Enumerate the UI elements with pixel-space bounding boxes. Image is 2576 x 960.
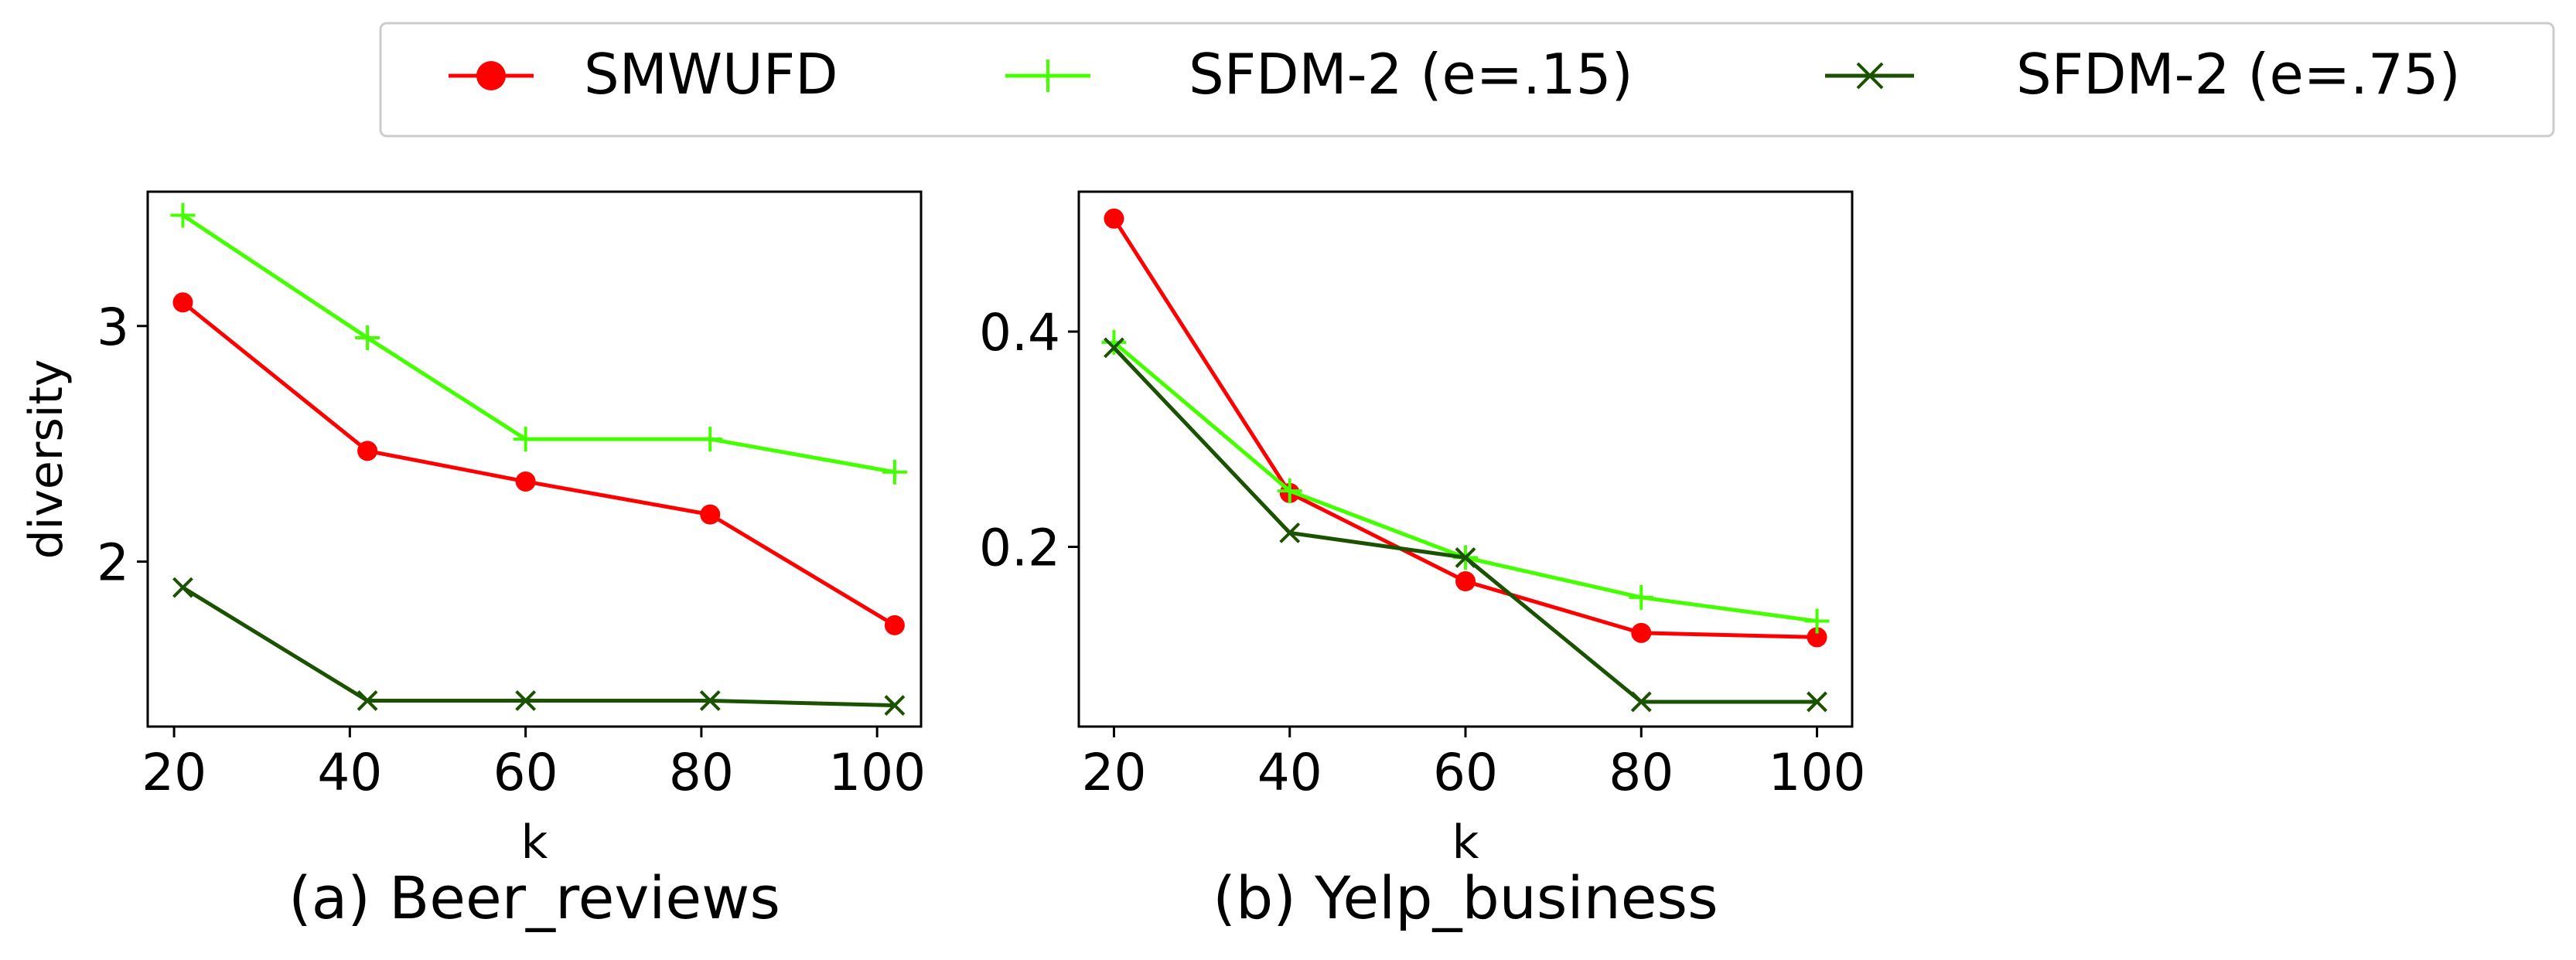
y-tick-label: 3 [97, 298, 129, 357]
data-point-smwufd [172, 292, 193, 313]
x-tick-label: 60 [493, 743, 558, 802]
panel-a-title: (a) Beer_reviews [288, 863, 780, 932]
legend-circle-marker [476, 61, 506, 90]
data-point-smwufd [700, 504, 721, 525]
legend-frame [379, 22, 2555, 138]
data-point-sfdm-2-e-75 [357, 690, 378, 711]
panel-a-xlabel: k [521, 815, 548, 870]
data-point-sfdm-2-e-75 [1455, 546, 1476, 568]
legend-entry-smwufd: SMWUFD [449, 42, 838, 107]
legend-label-sfdm2-e075: SFDM-2 (e=.75) [2016, 42, 2461, 107]
x-tick-label: 80 [1609, 743, 1674, 802]
data-point-sfdm-2-e-15 [170, 203, 196, 228]
data-point-smwufd [1104, 208, 1124, 229]
y-tick-label: 0.4 [979, 303, 1060, 363]
series-line-smwufd [181, 301, 896, 628]
panel-b-axes-frame [1077, 190, 1854, 728]
data-point-sfdm-2-e-75 [1279, 522, 1301, 543]
legend: SMWUFD SFDM-2 (e=.15) SFDM-2 (e=.75) [379, 22, 2555, 138]
data-point-smwufd [1807, 627, 1827, 648]
y-tick-label: 2 [97, 533, 129, 593]
data-point-sfdm-2-e-15 [1804, 608, 1830, 634]
data-point-smwufd [1455, 571, 1476, 592]
data-point-sfdm-2-e-75 [1807, 691, 1827, 713]
panel-a-ylabel: diversity [19, 359, 73, 560]
data-point-smwufd [357, 441, 378, 461]
legend-entry-sfdm2-e075: SFDM-2 (e=.75) [1825, 42, 2461, 107]
x-tick-label: 60 [1433, 743, 1498, 802]
data-point-smwufd [884, 614, 905, 635]
x-tick-label: 40 [317, 743, 382, 802]
data-point-sfdm-2-e-75 [699, 690, 721, 711]
x-tick-label: 100 [1769, 743, 1866, 802]
data-point-sfdm-2-e-75 [515, 690, 537, 711]
series-line-sfdm-2-e-15 [182, 213, 896, 475]
panel-a: 20 40 60 80 100 2 3 k diversity (a) Beer_revie… [19, 190, 926, 932]
panel-a-ticks: 20 40 60 80 100 2 3 [97, 298, 926, 802]
legend-x-marker [1856, 62, 1884, 90]
panel-b-plot-area [1101, 208, 1830, 713]
panel-b-ticks: 20 40 60 80 100 0.2 0.4 [979, 303, 1866, 802]
legend-label-smwufd: SMWUFD [584, 42, 838, 107]
y-tick-label: 0.2 [979, 518, 1060, 577]
data-point-sfdm-2-e-15 [513, 427, 538, 452]
data-point-sfdm-2-e-75 [1630, 691, 1652, 713]
data-point-sfdm-2-e-15 [1101, 329, 1127, 355]
data-point-sfdm-2-e-15 [698, 427, 723, 452]
data-point-sfdm-2-e-15 [1277, 478, 1302, 504]
data-point-sfdm-2-e-75 [1104, 337, 1124, 359]
data-point-sfdm-2-e-15 [1629, 584, 1654, 610]
legend-label-sfdm2-e015: SFDM-2 (e=.15) [1189, 42, 1633, 107]
data-point-smwufd [1631, 622, 1652, 643]
x-tick-label: 40 [1257, 743, 1322, 802]
data-point-sfdm-2-e-75 [172, 577, 193, 598]
data-point-sfdm-2-e-15 [355, 325, 380, 351]
x-tick-label: 80 [669, 743, 734, 802]
data-point-smwufd [515, 471, 536, 492]
series-line-sfdm-2-e-75 [1112, 346, 1817, 704]
legend-plus-marker [1032, 60, 1064, 92]
x-tick-label: 20 [1081, 743, 1146, 802]
data-point-sfdm-2-e-15 [882, 459, 907, 485]
panel-b-xlabel: k [1452, 815, 1479, 870]
panel-b-title: (b) Yelp_business [1213, 863, 1718, 932]
panel-a-axes-frame [146, 190, 923, 728]
series-line-sfdm-2-e-75 [182, 586, 895, 708]
data-point-sfdm-2-e-75 [884, 695, 906, 716]
legend-entry-sfdm2-e015: SFDM-2 (e=.15) [1005, 42, 1633, 107]
panel-b: 20 40 60 80 100 0.2 0.4 k (b) Yelp_business [979, 190, 1866, 932]
panel-a-plot-area [170, 203, 907, 716]
x-tick-label: 20 [142, 743, 206, 802]
x-tick-label: 100 [828, 743, 926, 802]
